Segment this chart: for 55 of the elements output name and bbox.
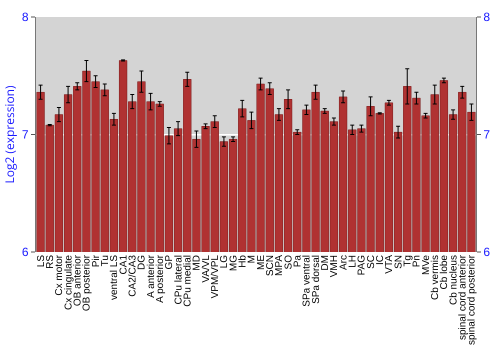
x-tick-label: Pn <box>412 255 423 268</box>
x-tick-label: MG <box>228 254 240 272</box>
x-tick-label: Pa <box>292 254 304 268</box>
y2-tick-label: 8 <box>483 10 490 24</box>
x-tick-label: Pir <box>90 254 102 268</box>
x-tick-label: Tu <box>100 255 111 266</box>
x-tick-label: PAG <box>356 254 368 276</box>
x-tick-label: spinal cord anterior <box>458 254 468 340</box>
x-tick-label: VTA <box>384 254 396 274</box>
x-tick-label: SPa ventral <box>302 255 313 307</box>
y2-tick-label: 6 <box>483 245 490 260</box>
y-tick-label: 8 <box>22 10 29 24</box>
x-tick-label: VA/VL <box>200 254 212 283</box>
x-tick-label: SC <box>366 255 377 269</box>
x-tick-label: ME <box>256 254 267 270</box>
x-tick-label: LS <box>36 254 47 268</box>
x-tick-label: Arc <box>338 255 350 270</box>
y-tick-label: 7 <box>22 128 29 142</box>
x-tick-label: CA2/CA3 <box>128 254 138 297</box>
x-tick-label: ventral LS <box>109 254 120 300</box>
x-tick-label: MVe <box>420 254 432 276</box>
x-tick-label: CPu medial <box>182 255 194 307</box>
y-axis-title: Log2 (expression) <box>1 84 18 184</box>
x-tick-label: IC <box>375 255 386 265</box>
x-tick-label: Cb lobe <box>439 254 450 290</box>
x-tick-label: MD <box>192 255 203 271</box>
x-tick-label: M <box>246 255 258 264</box>
y2-tick-label: 7 <box>483 128 490 142</box>
x-tick-label: Tg <box>402 255 414 267</box>
x-tick-label: Cb nucleus <box>448 255 460 306</box>
x-tick-label: LG <box>219 254 230 268</box>
x-tick-label: DG <box>136 254 148 270</box>
x-tick-label: RS <box>45 254 56 269</box>
x-tick-label: SN <box>393 255 404 269</box>
x-tick-label: LH <box>348 255 358 268</box>
x-tick-label: Cb vermis <box>430 255 441 300</box>
x-tick-label: SCN <box>265 255 276 276</box>
x-tick-label: GP <box>164 254 176 270</box>
x-tick-label: MPA <box>274 254 286 276</box>
y-tick-label: 6 <box>22 245 29 260</box>
x-tick-label: A anterior <box>146 254 157 298</box>
x-tick-label: Hb <box>238 254 248 268</box>
x-tick-label: spinal cord posterior <box>466 254 478 346</box>
x-tick-label: SPa dorsal <box>310 255 322 304</box>
x-tick-label: OB anterior <box>72 254 84 306</box>
x-tick-label: Cx cingulate <box>63 254 74 310</box>
x-tick-label: VPM/VPL <box>210 254 221 298</box>
x-tick-label: VMH <box>329 255 340 278</box>
x-tick-label: DM <box>320 255 331 271</box>
x-tick-label: CPu lateral <box>173 255 184 304</box>
x-tick-label: A posterior <box>155 254 166 303</box>
x-tick-label: Cx motor <box>54 254 66 296</box>
x-tick-label: SO <box>283 254 294 270</box>
x-tick-label: OB posterior <box>82 254 93 312</box>
x-tick-label: CA1 <box>118 254 130 274</box>
